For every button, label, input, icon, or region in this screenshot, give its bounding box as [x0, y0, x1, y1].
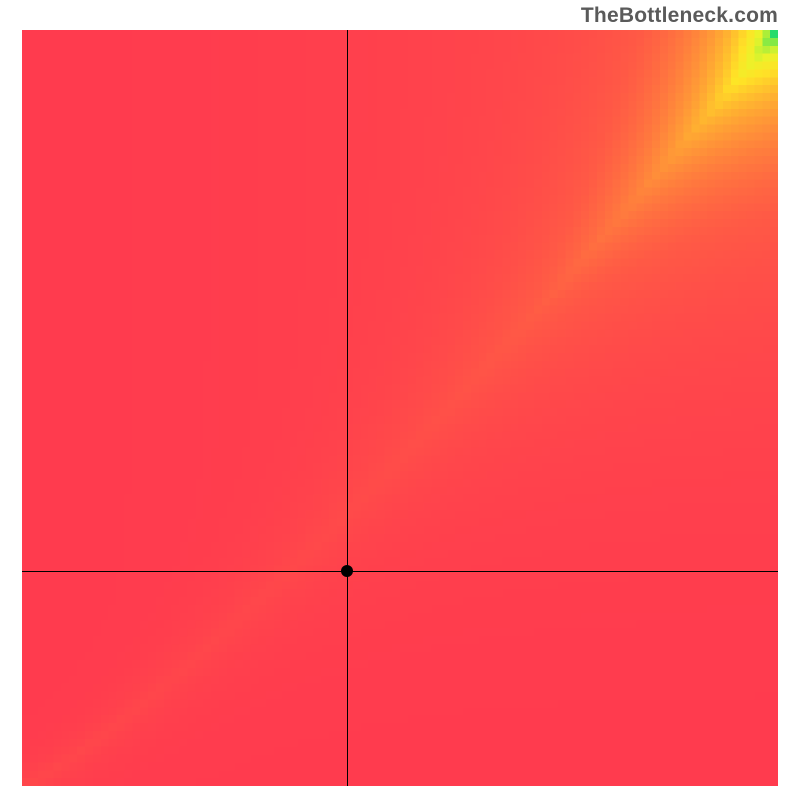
watermark-text: TheBottleneck.com	[581, 4, 778, 28]
crosshair-horizontal	[22, 571, 778, 572]
chart-container: TheBottleneck.com	[0, 0, 800, 800]
heatmap-canvas	[22, 30, 778, 786]
crosshair-vertical	[347, 30, 348, 786]
plot-area	[22, 30, 778, 786]
crosshair-marker	[341, 565, 353, 577]
